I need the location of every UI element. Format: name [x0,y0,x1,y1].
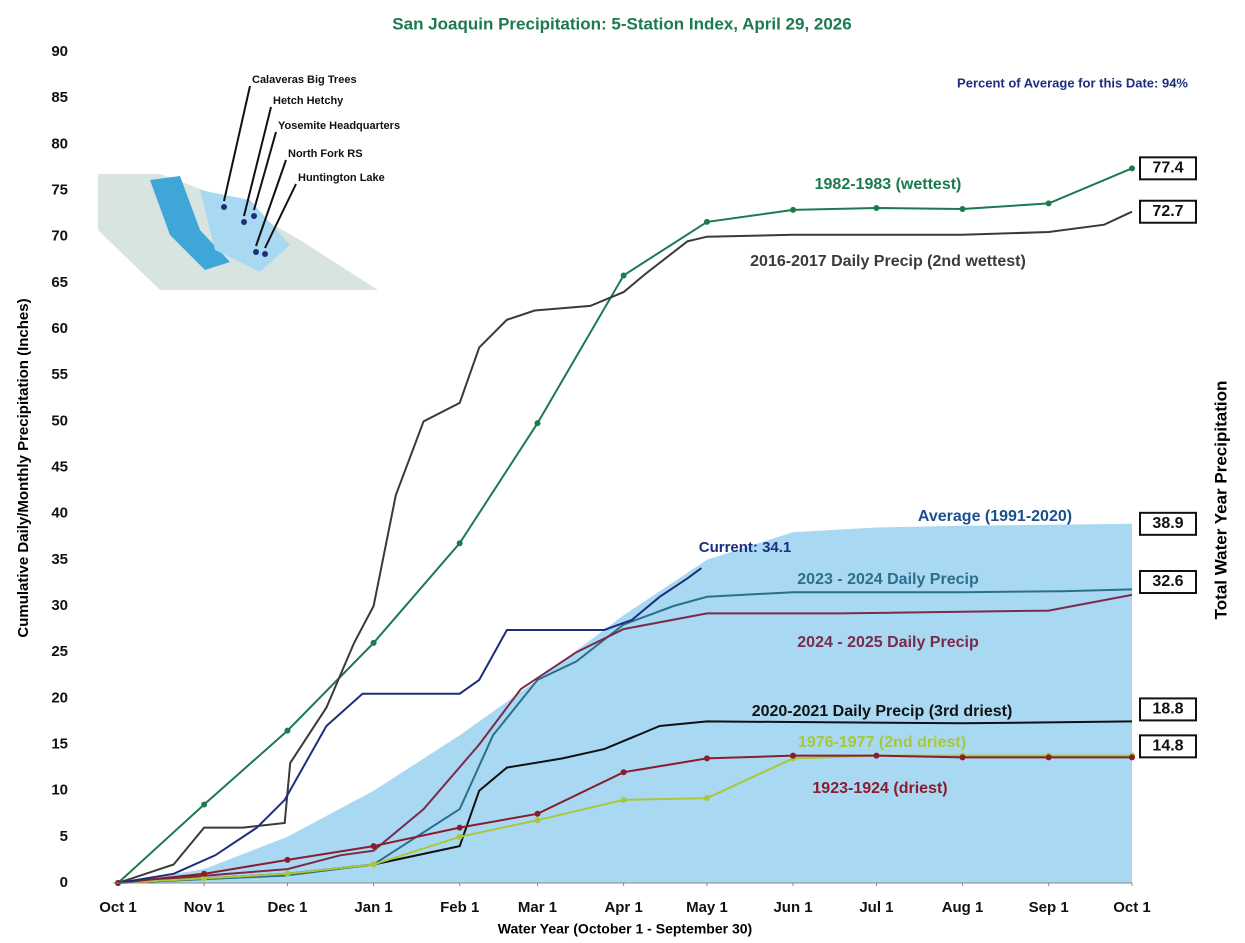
y-tick-label: 70 [51,228,68,245]
marker [621,769,627,775]
marker [621,272,627,278]
y2-axis-title: Total Water Year Precipitation [1211,381,1230,620]
x-tick-label: Oct 1 [1113,899,1151,916]
marker [960,206,966,212]
station-dot [253,249,259,255]
y-tick-label: 15 [51,735,68,752]
y-tick-label: 5 [60,828,68,845]
x-tick-label: Dec 1 [267,899,307,916]
y-tick-label: 25 [51,643,68,660]
total-label: 18.8 [1152,701,1183,718]
marker [1046,200,1052,206]
marker [457,540,463,546]
station-dot [262,251,268,257]
marker [1129,754,1135,760]
station-label: Huntington Lake [298,172,385,184]
total-label: 38.9 [1152,515,1183,532]
y-tick-label: 75 [51,181,68,198]
subtitle: Percent of Average for this Date: 94% [957,75,1188,90]
marker [790,207,796,213]
chart-title: San Joaquin Precipitation: 5-Station Ind… [392,14,851,33]
y-tick-label: 35 [51,551,68,568]
marker [457,825,463,831]
y-tick-label: 40 [51,505,68,522]
x-tick-label: Jan 1 [354,899,392,916]
marker [960,754,966,760]
x-tick-label: Jul 1 [859,899,893,916]
series-label: 2016-2017 Daily Precip (2nd wettest) [750,253,1026,270]
marker [371,640,377,646]
series-label: 2024 - 2025 Daily Precip [797,634,979,651]
marker [371,843,377,849]
marker [201,802,207,808]
marker [201,871,207,877]
marker [873,205,879,211]
total-label: 32.6 [1152,573,1183,590]
station-dot [241,219,247,225]
station-dot [251,213,257,219]
series-label: 2020-2021 Daily Precip (3rd driest) [752,703,1013,720]
y-tick-label: 85 [51,89,68,106]
marker [704,755,710,761]
marker [371,862,377,868]
x-tick-label: May 1 [686,899,728,916]
y-tick-label: 80 [51,135,68,152]
map-inset [98,174,378,290]
y-tick-label: 90 [51,43,68,60]
x-tick-label: Feb 1 [440,899,479,916]
marker [534,817,540,823]
marker [704,219,710,225]
marker [284,728,290,734]
station-label: Hetch Hetchy [273,95,344,107]
y-tick-label: 55 [51,366,68,383]
y-tick-label: 60 [51,320,68,337]
marker [873,753,879,759]
marker [457,834,463,840]
annotation: Current: 34.1 [699,539,792,556]
y-tick-label: 0 [60,874,68,891]
x-axis-title: Water Year (October 1 - September 30) [498,921,752,937]
series-label: Average (1991-2020) [918,508,1072,525]
y-tick-label: 20 [51,689,68,706]
x-tick-label: Mar 1 [518,899,557,916]
y-tick-label: 50 [51,412,68,429]
x-tick-label: Sep 1 [1029,899,1069,916]
y-axis-title: Cumulative Daily/Monthly Precipitation (… [15,298,32,637]
station-label: Calaveras Big Trees [252,74,357,86]
marker [704,795,710,801]
y-tick-label: 10 [51,782,68,799]
marker [1129,165,1135,171]
series-label: 1923-1924 (driest) [812,780,947,797]
marker [621,797,627,803]
marker [790,753,796,759]
marker [1046,754,1052,760]
y-tick-label: 65 [51,274,68,291]
station-label: Yosemite Headquarters [278,120,400,132]
x-tick-label: Aug 1 [942,899,984,916]
marker [284,871,290,877]
x-tick-label: Jun 1 [773,899,812,916]
total-label: 77.4 [1152,160,1183,177]
series-label: 1982-1983 (wettest) [815,176,962,193]
y-tick-label: 30 [51,597,68,614]
y-tick-label: 45 [51,458,68,475]
series-label: 2023 - 2024 Daily Precip [797,571,979,588]
station-arrow [224,86,250,201]
x-tick-label: Nov 1 [184,899,225,916]
total-label: 14.8 [1152,738,1183,755]
series-label: 1976-1977 (2nd driest) [798,734,966,751]
marker [284,857,290,863]
x-tick-label: Apr 1 [604,899,642,916]
station-label: North Fork RS [288,148,363,160]
chart: San Joaquin Precipitation: 5-Station Ind… [0,0,1245,943]
station-dot [221,204,227,210]
x-tick-label: Oct 1 [99,899,137,916]
total-label: 72.7 [1152,203,1183,220]
marker [534,420,540,426]
marker [534,811,540,817]
